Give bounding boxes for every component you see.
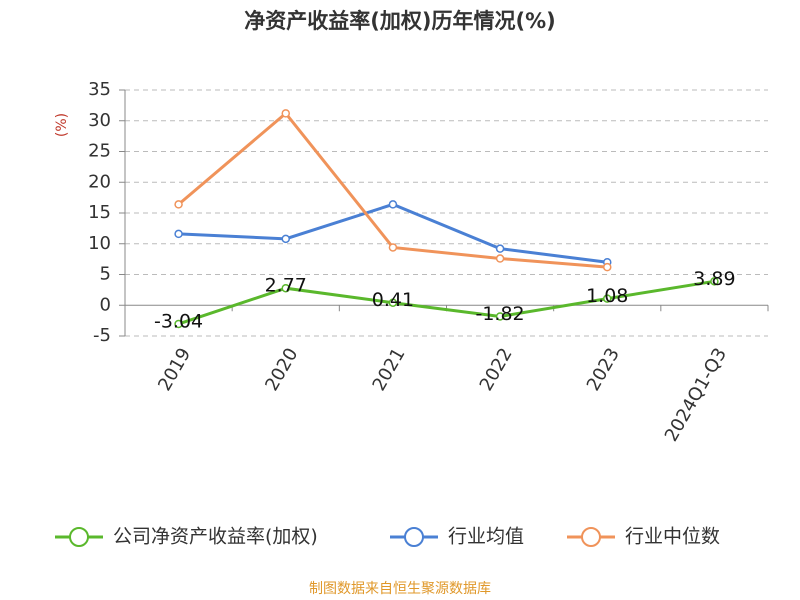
y-tick-label: 5 [100, 264, 111, 285]
data-label: 0.41 [372, 289, 414, 311]
source-note: 制图数据来自恒生聚源数据库 [309, 581, 491, 597]
data-point [388, 243, 398, 252]
data-label: 1.08 [586, 285, 628, 307]
x-tick-label: 2020 [261, 345, 302, 395]
y-tick-label: 15 [88, 202, 111, 223]
x-tick-label: 2021 [368, 345, 409, 395]
data-point [388, 298, 398, 307]
data-point [603, 294, 612, 303]
data-point [174, 200, 183, 209]
y-axis-label: (%) [54, 113, 70, 137]
data-point [495, 312, 505, 321]
y-tick-label: 25 [88, 141, 111, 162]
legend-marker [581, 527, 601, 547]
data-label: -3.04 [154, 310, 203, 332]
y-tick-label: 10 [88, 233, 111, 254]
data-point [495, 244, 505, 253]
data-point [603, 262, 612, 272]
data-point [281, 109, 290, 118]
legend-label: 行业中位数 [625, 526, 720, 548]
chart-title: 净资产收益率(加权)历年情况(%) [244, 9, 555, 33]
y-tick-label: -5 [93, 325, 111, 346]
data-point [174, 229, 183, 239]
data-label: 2.77 [265, 275, 307, 297]
x-tick-label: 2023 [583, 345, 624, 395]
y-tick-label: 0 [100, 294, 111, 315]
data-point [710, 277, 719, 286]
legend-label: 行业均值 [448, 526, 524, 548]
data-label: -1.82 [475, 303, 524, 325]
y-tick-label: 35 [88, 79, 111, 100]
y-tick-label: 30 [88, 110, 111, 131]
data-label: 3.89 [693, 268, 735, 290]
x-tick-label: 2022 [476, 345, 517, 395]
data-point [174, 319, 183, 329]
legend-marker [404, 527, 424, 547]
x-tick-label: 2024Q1-Q3 [661, 345, 731, 446]
legend-marker [69, 527, 89, 547]
y-tick-label: 20 [88, 171, 111, 192]
data-point [495, 254, 505, 263]
series-line [178, 279, 715, 326]
x-tick-label: 2019 [154, 345, 195, 395]
data-point [388, 200, 398, 209]
legend-label: 公司净资产收益率(加权) [113, 526, 318, 548]
data-point [281, 234, 290, 244]
data-point [281, 283, 290, 293]
